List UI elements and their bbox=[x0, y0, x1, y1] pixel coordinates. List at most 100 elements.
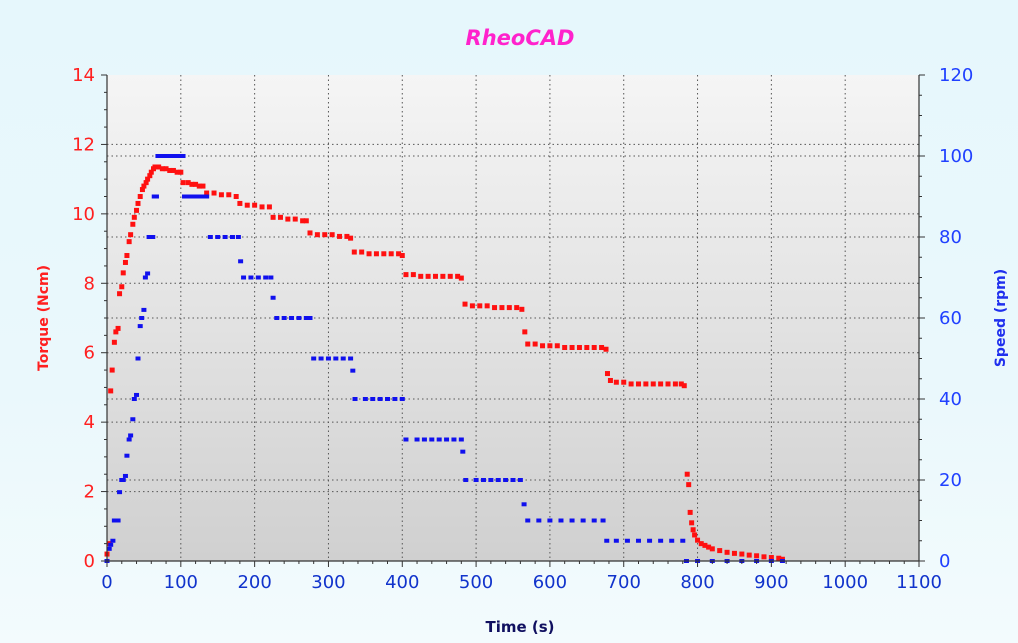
speed-point bbox=[281, 316, 287, 320]
speed-point bbox=[569, 518, 575, 523]
torque-point bbox=[455, 273, 461, 279]
torque-point bbox=[259, 204, 265, 210]
torque-point bbox=[211, 190, 217, 196]
x-tick-label: 600 bbox=[533, 572, 567, 593]
torque-point bbox=[366, 251, 372, 257]
speed-point bbox=[268, 275, 274, 280]
speed-point bbox=[141, 307, 147, 312]
speed-point bbox=[503, 478, 509, 482]
speed-point bbox=[200, 194, 206, 199]
speed-point bbox=[377, 397, 383, 401]
torque-point bbox=[180, 180, 186, 186]
x-tick-label: 500 bbox=[459, 572, 493, 593]
torque-point bbox=[522, 329, 528, 335]
y-tick-label-left: 2 bbox=[84, 482, 95, 503]
torque-point bbox=[569, 345, 575, 351]
speed-point bbox=[108, 542, 114, 547]
chart-title: RheoCAD bbox=[466, 26, 575, 50]
speed-point bbox=[591, 518, 597, 523]
speed-point bbox=[193, 194, 199, 199]
speed-point bbox=[536, 518, 542, 523]
torque-point bbox=[147, 173, 153, 179]
torque-point bbox=[410, 272, 416, 278]
torque-point bbox=[687, 509, 693, 515]
speed-point bbox=[362, 397, 368, 401]
speed-point bbox=[229, 235, 235, 239]
torque-point bbox=[604, 371, 610, 377]
torque-point bbox=[477, 303, 483, 309]
torque-point bbox=[196, 183, 202, 189]
speed-point bbox=[458, 437, 464, 442]
y-tick-label-left: 8 bbox=[84, 273, 95, 294]
speed-point bbox=[429, 437, 435, 442]
torque-point bbox=[532, 341, 538, 347]
torque-point bbox=[115, 325, 121, 331]
speed-point bbox=[463, 478, 469, 482]
torque-point bbox=[329, 232, 335, 238]
torque-point bbox=[143, 180, 149, 186]
speed-point bbox=[137, 324, 143, 329]
speed-point bbox=[558, 518, 564, 523]
torque-point bbox=[226, 192, 232, 198]
x-tick-label: 800 bbox=[680, 572, 714, 593]
torque-point bbox=[381, 251, 387, 257]
torque-point bbox=[399, 253, 405, 259]
torque-point bbox=[425, 273, 431, 279]
speed-point bbox=[215, 235, 221, 239]
torque-point bbox=[244, 202, 250, 208]
speed-point bbox=[150, 235, 156, 239]
torque-point bbox=[204, 190, 210, 196]
speed-point bbox=[130, 417, 136, 422]
torque-point bbox=[731, 550, 737, 556]
x-tick-label: 200 bbox=[237, 572, 271, 593]
speed-point bbox=[333, 356, 339, 361]
speed-point bbox=[311, 356, 317, 361]
speed-point bbox=[451, 437, 457, 442]
speed-point bbox=[124, 453, 130, 458]
speed-point bbox=[635, 538, 641, 543]
x-tick-label: 700 bbox=[607, 572, 641, 593]
torque-point bbox=[499, 305, 505, 311]
speed-point bbox=[510, 478, 516, 482]
torque-point bbox=[159, 166, 165, 172]
speed-point bbox=[167, 154, 173, 158]
x-tick-label: 100 bbox=[164, 572, 198, 593]
torque-point bbox=[776, 555, 782, 561]
torque-point bbox=[754, 553, 760, 559]
torque-point bbox=[137, 194, 143, 199]
y-tick-label-right: 100 bbox=[939, 146, 973, 167]
torque-point bbox=[686, 482, 692, 488]
speed-point bbox=[204, 194, 210, 199]
torque-point bbox=[418, 273, 424, 279]
torque-point bbox=[252, 202, 258, 208]
torque-point bbox=[613, 379, 619, 385]
speed-point bbox=[525, 518, 531, 523]
torque-point bbox=[635, 381, 641, 387]
speed-point bbox=[604, 538, 610, 543]
speed-point bbox=[647, 538, 653, 543]
speed-point bbox=[241, 275, 247, 280]
y-tick-label-left: 0 bbox=[84, 551, 95, 572]
speed-point bbox=[135, 356, 141, 361]
speed-point bbox=[669, 538, 675, 543]
torque-point bbox=[643, 381, 649, 387]
y-tick-label-right: 80 bbox=[939, 227, 962, 248]
torque-point bbox=[270, 214, 276, 220]
speed-point bbox=[170, 154, 176, 158]
speed-point bbox=[131, 397, 137, 401]
torque-point bbox=[678, 381, 684, 387]
torque-point bbox=[277, 214, 283, 220]
torque-point bbox=[266, 204, 272, 210]
speed-point bbox=[106, 546, 112, 551]
y-tick-label-right: 60 bbox=[939, 308, 962, 329]
speed-point bbox=[263, 275, 269, 280]
torque-point bbox=[139, 187, 145, 193]
torque-point bbox=[388, 251, 394, 257]
torque-point bbox=[403, 272, 409, 278]
speed-point bbox=[274, 316, 280, 320]
y-tick-label-right: 20 bbox=[939, 470, 962, 491]
speed-point bbox=[460, 449, 466, 454]
speed-point bbox=[352, 397, 358, 401]
speed-point bbox=[159, 154, 165, 158]
